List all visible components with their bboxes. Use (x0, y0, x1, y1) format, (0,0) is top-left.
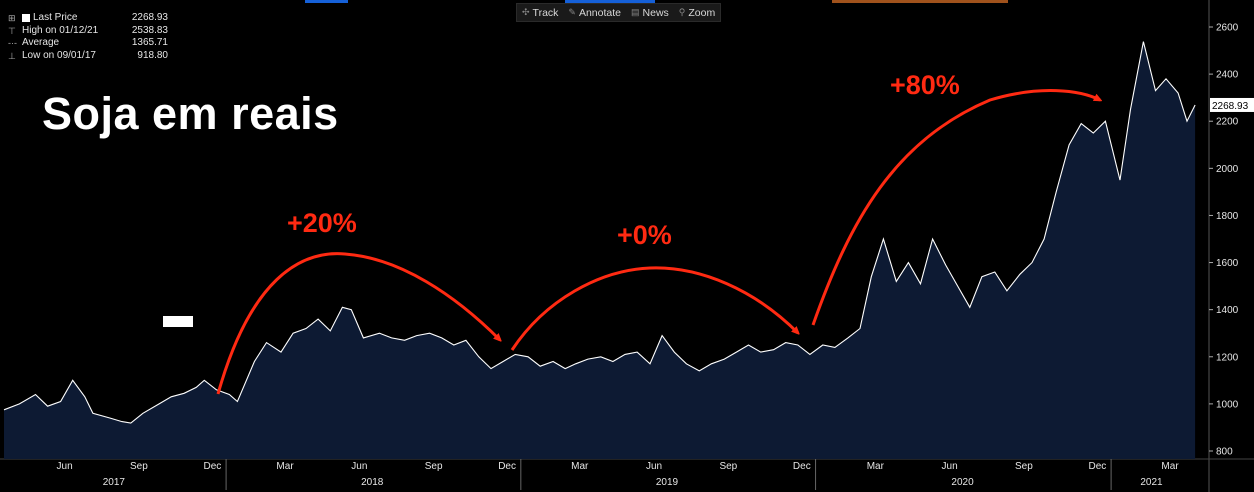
x-tick-label: Mar (1161, 461, 1179, 472)
x-year-label: 2020 (951, 477, 974, 488)
news-label: News (642, 6, 669, 19)
magnifier-icon: ⚲ (678, 7, 686, 17)
chart-toolbar: ✣ Track ✎ Annotate ▤ News ⚲ Zoom (516, 3, 722, 22)
annotation-arrow (811, 89, 1100, 326)
y-tick-label: 1200 (1216, 352, 1239, 363)
annotation-arrow (510, 266, 798, 351)
x-tick-label: Dec (498, 461, 516, 472)
x-tick-label: Jun (351, 461, 367, 472)
legend-label: Last Price (33, 12, 78, 23)
annotation-label: +20% (287, 208, 357, 238)
low-marker-icon: ⊥ (8, 50, 16, 61)
track-label: Track (532, 6, 559, 19)
y-tick-label: 1800 (1216, 211, 1239, 222)
x-axis: Jun Sep Dec Mar Jun Sep Dec Mar Jun Sep Dec Mar Jun S… (57, 459, 1179, 490)
x-tick-label: Jun (646, 461, 662, 472)
news-button[interactable]: ▤ News (626, 7, 674, 19)
legend-label: Average (22, 37, 60, 48)
legend: ⊞ Last Price 2268.93 ⊤ High on 01/12/21 … (8, 12, 168, 62)
legend-row: ⊞ Last Price 2268.93 (8, 12, 168, 25)
top-tab-indicator (832, 0, 1008, 3)
x-tick-label: Jun (57, 461, 73, 472)
y-tick-label: 2200 (1216, 117, 1239, 128)
legend-value: 2538.83 (131, 24, 168, 36)
y-tick-label: 1000 (1216, 399, 1239, 410)
crosshair-icon: ✣ (522, 7, 530, 17)
y-tick-label: 2000 (1216, 164, 1239, 175)
average-marker-icon: -·- (8, 38, 17, 48)
news-icon: ▤ (631, 7, 640, 17)
x-year-label: 2017 (103, 477, 126, 488)
x-tick-label: Sep (130, 461, 148, 472)
x-tick-label: Mar (276, 461, 294, 472)
annotation-label: +80% (890, 70, 960, 100)
last-value-label: 2268.93 (1212, 101, 1249, 112)
zoom-button[interactable]: ⚲ Zoom (674, 7, 720, 19)
x-tick-label: Mar (867, 461, 885, 472)
annotation-label: +0% (617, 220, 672, 250)
last-value-box (1210, 97, 1254, 112)
chart-title: Soja em reais (42, 88, 339, 139)
pencil-icon: ✎ (568, 7, 576, 17)
annotation-arrow (216, 252, 500, 395)
x-tick-label: Mar (571, 461, 589, 472)
top-tab-indicator (565, 0, 655, 3)
legend-row: -·- Average 1365.71 (8, 37, 168, 50)
legend-label: Low on 09/01/17 (22, 49, 96, 61)
legend-label: High on 01/12/21 (22, 24, 99, 36)
y-tick-label: 1600 (1216, 258, 1239, 269)
y-tick-label: 2400 (1216, 70, 1239, 81)
x-tick-label: Dec (1088, 461, 1106, 472)
y-tick-label: 2600 (1216, 23, 1239, 34)
y-axis: 800 1000 1200 1400 1600 1800 2000 2200 2400 2600 2… (1209, 23, 1254, 458)
legend-row: ⊤ High on 01/12/21 2538.83 (8, 25, 168, 38)
annotation-arrows (216, 89, 1100, 395)
zoom-label: Zoom (688, 6, 716, 19)
x-tick-label: Dec (793, 461, 811, 472)
x-tick-label: Sep (1015, 461, 1033, 472)
legend-value: 918.80 (137, 49, 168, 61)
x-tick-label: Sep (719, 461, 737, 472)
price-line (3, 41, 1196, 424)
x-year-label: 2019 (656, 477, 679, 488)
top-tab-indicator (305, 0, 348, 3)
y-tick-label: 800 (1216, 447, 1233, 458)
x-tick-label: Jun (942, 461, 958, 472)
x-year-label: 2021 (1140, 477, 1163, 488)
redaction-box (163, 316, 193, 327)
legend-row: ⊥ Low on 09/01/17 918.80 (8, 50, 168, 63)
expand-icon[interactable]: ⊞ (8, 13, 16, 23)
legend-value: 1365.71 (131, 37, 168, 48)
high-marker-icon: ⊤ (8, 25, 16, 36)
annotate-button[interactable]: ✎ Annotate (563, 7, 626, 19)
x-tick-label: Sep (425, 461, 443, 472)
price-area-fill (4, 41, 1196, 459)
x-tick-label: Dec (203, 461, 221, 472)
x-year-label: 2018 (361, 477, 384, 488)
last-price-swatch (22, 14, 30, 23)
track-button[interactable]: ✣ Track (517, 7, 563, 19)
y-tick-label: 1400 (1216, 305, 1239, 316)
legend-value: 2268.93 (131, 12, 168, 23)
annotate-label: Annotate (578, 6, 622, 19)
